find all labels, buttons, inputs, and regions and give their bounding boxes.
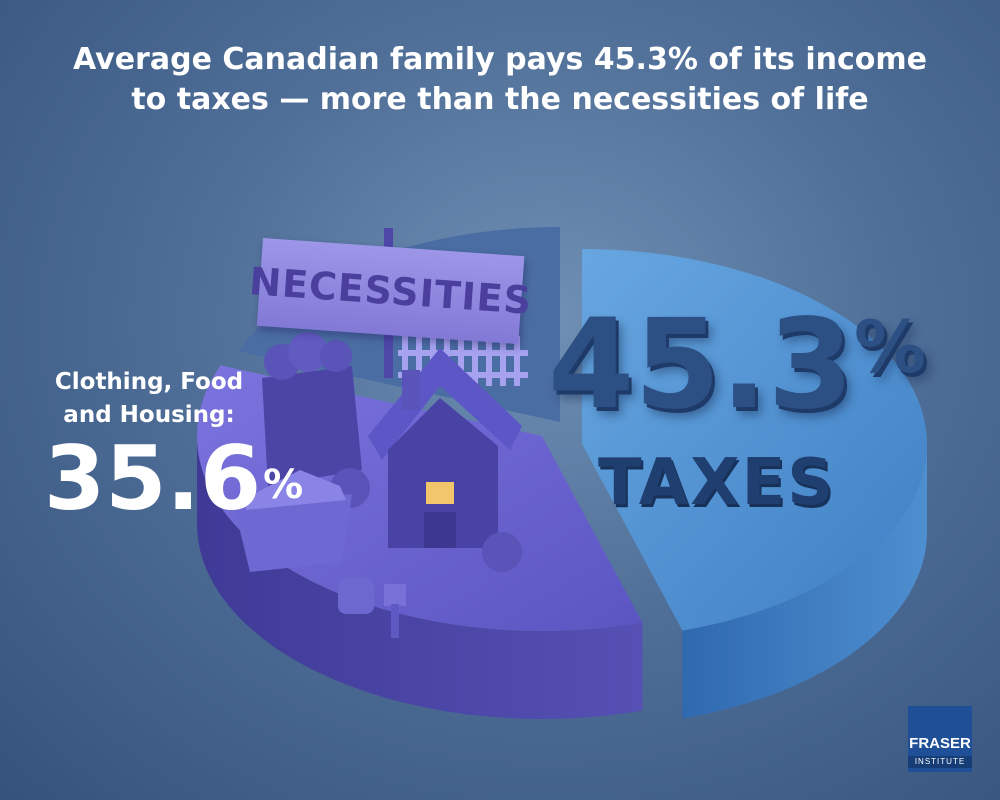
necessities-value-number: 35.6: [44, 427, 262, 530]
title-line: Average Canadian family pays 45.3% of it…: [73, 42, 927, 77]
mailbox-post: [391, 604, 399, 638]
pie-slice-taxes-top: [582, 249, 928, 631]
chart-title: Average Canadian family pays 45.3% of it…: [20, 40, 980, 120]
title-line: to taxes — more than the necessities of …: [131, 82, 869, 117]
laundry-basket: [234, 494, 352, 572]
taxes-caption: TAXES: [598, 446, 836, 520]
necessities-value-percent: %: [263, 462, 304, 508]
pie-slice-necessities-side: [197, 436, 643, 719]
pie-slice-taxes-side: [682, 444, 927, 719]
house-roof: [368, 348, 522, 460]
necessities-sign: NECESSITIES: [248, 238, 533, 345]
laundry-clothes: [246, 470, 346, 510]
grocery-fruit: [320, 340, 352, 372]
house-door: [424, 512, 456, 548]
grocery-bag: [262, 366, 362, 486]
taxes-value-percent: %: [853, 305, 927, 389]
house-body: [388, 398, 498, 548]
mailbox: [384, 584, 406, 606]
taxes-value-number: 45.3: [548, 293, 854, 437]
fraser-institute-logo: FRASER INSTITUTE: [908, 706, 972, 772]
bush: [482, 532, 522, 572]
logo-line-2: INSTITUTE: [908, 756, 972, 768]
necessities-sign-text: NECESSITIES: [247, 259, 534, 323]
shoes: [338, 578, 374, 614]
pie-slice-taxes: [582, 249, 928, 719]
house-window: [426, 482, 454, 504]
grocery-fruit: [288, 332, 328, 372]
necessities-label-line: and Housing:: [63, 402, 235, 428]
necessities-label: Clothing, Food and Housing:: [24, 366, 274, 432]
house-chimney: [402, 370, 420, 410]
taxes-value: 45.3%: [548, 300, 926, 430]
necessities-label-line: Clothing, Food: [54, 369, 244, 395]
logo-line-1: FRASER: [909, 735, 971, 752]
necessities-value: 35.6%: [44, 432, 303, 526]
